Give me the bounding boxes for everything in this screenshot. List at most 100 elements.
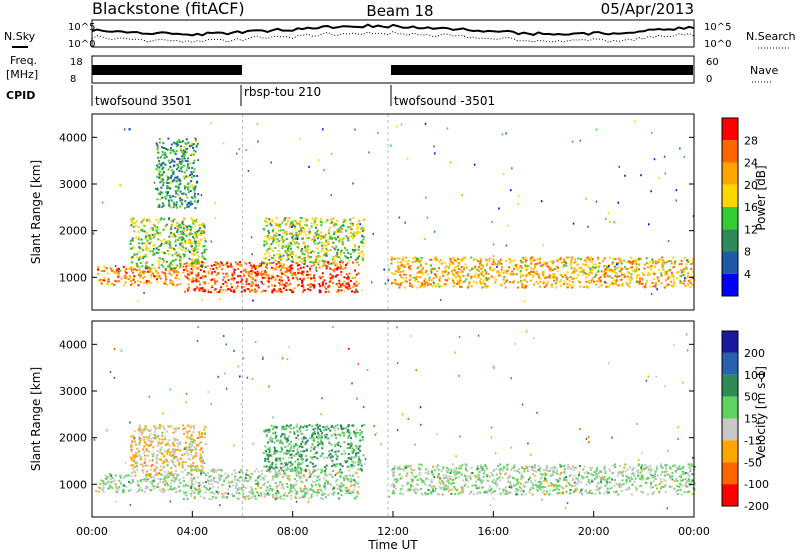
power-echo (213, 270, 216, 273)
power-echo (141, 220, 144, 223)
velocity-echo (144, 464, 147, 467)
power-echo (240, 280, 243, 283)
power-echo (215, 264, 217, 267)
power-echo (563, 273, 566, 276)
power-echo (111, 282, 114, 285)
velocity-echo (543, 486, 546, 489)
power-echo (289, 266, 292, 268)
power-echo (413, 276, 416, 279)
velocity-echo (295, 436, 298, 439)
power-echo (498, 207, 500, 210)
noise-tick-right-low: 10^0 (704, 39, 731, 50)
power-echo (420, 264, 422, 267)
velocity-echo (520, 473, 523, 476)
velocity-echo (282, 475, 285, 478)
velocity-echo (168, 439, 171, 442)
power-echo (267, 251, 270, 254)
velocity-echo (331, 488, 334, 491)
velocity-echo (173, 463, 176, 466)
power-echo (186, 186, 189, 189)
velocity-echo (314, 427, 317, 430)
power-echo (359, 223, 361, 226)
power-echo (676, 277, 679, 280)
power-echo (164, 225, 167, 228)
velocity-echo (204, 426, 207, 428)
power-echo (278, 266, 281, 269)
power-echo (307, 245, 309, 248)
power-echo (302, 286, 305, 289)
power-echo (302, 273, 305, 276)
power-echo (636, 276, 638, 279)
velocity-echo (274, 463, 277, 466)
power-echo (178, 233, 180, 236)
power-echo (626, 270, 629, 273)
power-echo (278, 282, 280, 284)
power-echo (410, 276, 413, 279)
power-echo (116, 272, 119, 274)
velocity-echo (215, 491, 218, 493)
velocity-echo (206, 479, 209, 482)
velocity-echo (347, 436, 350, 439)
velocity-echo (310, 456, 313, 459)
power-echo (547, 280, 550, 283)
power-echo (451, 272, 454, 275)
power-echo (511, 167, 513, 170)
velocity-echo (481, 469, 484, 471)
power-echo (103, 269, 106, 272)
velocity-echo (171, 443, 174, 446)
velocity-echo (252, 492, 254, 495)
velocity-echo (291, 490, 294, 493)
power-echo (275, 224, 278, 227)
power-echo (274, 259, 277, 262)
power-echo (147, 236, 150, 239)
power-echo (141, 228, 144, 231)
power-echo (616, 284, 619, 286)
power-echo (214, 280, 217, 283)
power-echo (416, 286, 419, 289)
velocity-echo (151, 485, 154, 488)
velocity-echo (138, 427, 141, 430)
power-echo (438, 280, 441, 283)
velocity-echo (193, 486, 196, 489)
velocity-echo (517, 468, 520, 470)
power-echo (348, 272, 351, 275)
velocity-echo (352, 464, 355, 467)
power-echo (500, 262, 503, 265)
power-echo (631, 263, 634, 265)
power-echo (426, 281, 429, 284)
power-echo (281, 247, 284, 250)
power-echo (251, 276, 254, 279)
power-echo (488, 259, 490, 262)
power-echo (645, 282, 648, 285)
power-echo (222, 142, 225, 145)
freq-label: Freq. (10, 54, 37, 67)
power-echo (279, 269, 282, 272)
power-echo (496, 265, 498, 268)
freq-tick-high: 18 (70, 57, 83, 68)
power-echo (137, 230, 140, 233)
velocity-echo (325, 474, 328, 477)
power-echo (434, 152, 436, 155)
power-echo (140, 229, 143, 231)
velocity-echo (304, 442, 307, 445)
power-echo (396, 283, 399, 286)
velocity-echo (313, 430, 316, 433)
power-echo (344, 247, 347, 250)
velocity-echo (247, 494, 250, 497)
power-echo (589, 260, 592, 263)
power-echo (663, 262, 666, 265)
power-echo (183, 152, 186, 155)
power-echo (294, 221, 297, 224)
power-echo (353, 282, 356, 285)
velocity-echo (131, 472, 133, 475)
power-echo (156, 164, 159, 167)
power-echo (626, 282, 629, 284)
power-echo (585, 285, 588, 288)
power-echo (183, 238, 186, 241)
velocity-echo (579, 491, 582, 493)
power-echo (321, 281, 324, 284)
velocity-echo (348, 469, 351, 472)
velocity-echo (254, 483, 257, 486)
power-echo (632, 260, 635, 263)
velocity-echo (351, 451, 354, 454)
